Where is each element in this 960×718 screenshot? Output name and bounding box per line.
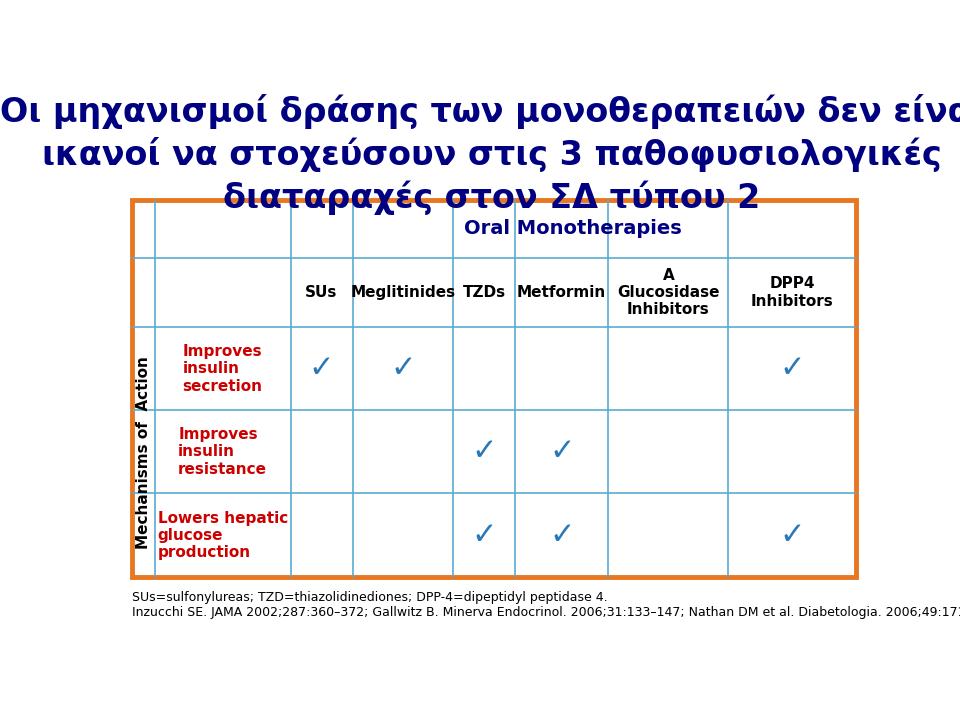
Text: Oral Monotherapies: Oral Monotherapies (465, 220, 683, 238)
Text: ✓: ✓ (471, 437, 497, 467)
Text: ✓: ✓ (309, 354, 334, 383)
Text: Meglitinides: Meglitinides (350, 285, 455, 300)
Text: ✓: ✓ (471, 521, 497, 550)
Text: ✓: ✓ (780, 521, 805, 550)
Text: ✓: ✓ (549, 521, 574, 550)
Text: Improves
insulin
secretiοn: Improves insulin secretiοn (182, 344, 263, 393)
Text: Inzucchi SE. JAMA 2002;287:360–372; Gallwitz B. Minerva Endocrinol. 2006;31:133–: Inzucchi SE. JAMA 2002;287:360–372; Gall… (132, 606, 960, 619)
Text: A
Glucosidase
Inhibitors: A Glucosidase Inhibitors (617, 268, 720, 317)
Text: ✓: ✓ (549, 437, 574, 467)
Text: Metformin: Metformin (517, 285, 607, 300)
Text: ✓: ✓ (780, 354, 805, 383)
Text: ✓: ✓ (390, 354, 416, 383)
Text: Οι μηχανισμοί δράσης των μονοθεραπειών δεν είναι
ικανοί να στοχεύσουν στις 3 παθ: Οι μηχανισμοί δράσης των μονοθεραπειών δ… (0, 94, 960, 215)
Text: TZDs: TZDs (463, 285, 506, 300)
Text: Mechanisms of  Action: Mechanisms of Action (135, 356, 151, 549)
Text: Lowers hepatic
glucose
production: Lowers hepatic glucose production (157, 510, 288, 560)
Bar (132, 200, 856, 577)
Text: DPP4
Inhibitors: DPP4 Inhibitors (751, 276, 833, 309)
Text: Improves
insulin
resistance: Improves insulin resistance (179, 427, 267, 477)
Text: SUs: SUs (305, 285, 338, 300)
Text: SUs=sulfonylureas; TZD=thiazolidinediones; DPP-4=dipeptidyl peptidase 4.: SUs=sulfonylureas; TZD=thiazolidinedione… (132, 590, 608, 604)
